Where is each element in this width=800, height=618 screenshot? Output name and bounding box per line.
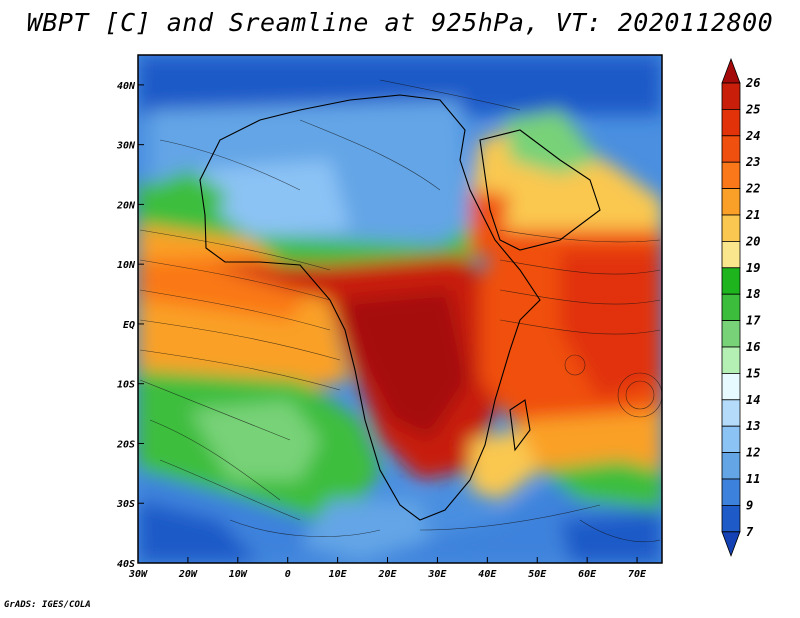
colorbar-label: 20 [745,234,760,248]
lon-label: 30E [427,569,447,580]
streamlines [139,79,662,543]
lon-label: 10E [329,569,348,580]
colorbar-label: 21 [745,208,760,222]
colorbar-label: 9 [746,498,753,512]
colorbar-box [721,399,741,427]
lat-label: 30N [116,141,136,152]
colorbar-label: 26 [745,76,760,90]
colorbar-box [721,135,741,163]
lat-label: 40S [117,559,135,570]
colorbar-label: 14 [746,393,760,407]
colorbar-box [721,372,741,401]
map-frame [137,54,663,564]
colorbar-box [721,346,741,374]
axis-ticks [137,84,638,564]
colorbar-label: 17 [746,314,761,328]
colorbar-box [721,478,741,506]
colorbar-box [721,188,741,216]
colorbar-label: 19 [746,261,760,275]
colorbar-label: 16 [746,340,760,354]
lat-label: 20N [116,200,136,211]
colorbar-label: 11 [746,472,760,486]
longitude-labels: 30W 20W 10W 0 10E 20E 30E 40E 50E 60E 70E [128,569,647,580]
lat-label: EQ [123,320,135,331]
lon-label: 20E [377,569,397,580]
colorbar-label: 13 [746,419,760,433]
lat-label: 10N [117,260,136,271]
lon-label: 60E [578,569,597,580]
lon-label: 30W [128,569,148,580]
colorbar-label: 7 [746,525,754,539]
colorbar-box [721,82,741,110]
wbpt-field [138,55,662,563]
colorbar-label: 22 [745,182,760,196]
credit-text: GrADS: IGES/COLA [4,600,91,610]
colorbar-box [721,320,741,348]
colorbar-box [721,161,741,189]
colorbar-box [721,109,741,137]
colorbar-label: 15 [746,366,760,380]
colorbar-box [721,452,741,480]
lon-label: 0 [285,569,291,580]
lat-label: 10S [117,380,135,391]
lat-label: 20S [116,439,135,450]
lat-label: 30S [116,499,135,510]
lon-label: 40E [478,569,497,580]
colorbar-box [721,293,741,322]
lon-label: 10W [229,569,248,580]
colorbar-box [721,57,741,84]
colorbar-box [721,240,741,269]
lon-label: 70E [628,569,647,580]
colorbar: 26 25 24 23 22 21 20 19 18 17 16 15 14 13 12 11 9 7 [721,57,761,557]
colorbar-label: 12 [746,446,760,460]
lon-label: 20W [178,569,198,580]
lon-label: 50E [528,569,547,580]
colorbar-box [721,531,741,557]
colorbar-label: 25 [745,102,760,116]
chart-title: WBPT [C] and Sreamline at 925hPa, VT: 20… [26,8,774,37]
latitude-labels: 40N 30N 20N 10N EQ 10S 20S 30S 40S [116,81,136,570]
colorbar-box [721,425,741,454]
colorbar-box [721,214,741,242]
colorbar-label: 24 [745,129,760,143]
colorbar-label: 23 [745,155,760,169]
coastlines [199,94,601,521]
colorbar-box [721,504,741,533]
lat-label: 40N [117,81,136,92]
colorbar-box [721,267,741,295]
colorbar-label: 18 [746,287,760,301]
